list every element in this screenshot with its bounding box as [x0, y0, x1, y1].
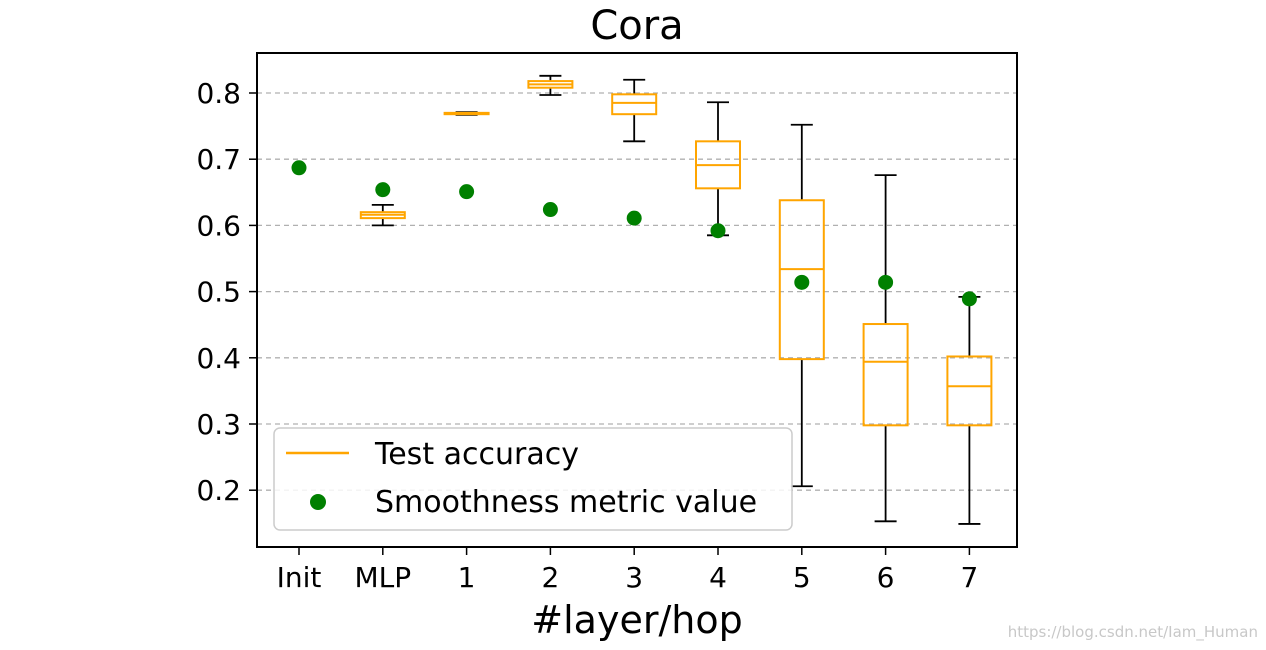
smoothness-point-MLP: [375, 182, 391, 198]
box-2: [527, 74, 574, 96]
y-tick-label: 0.6: [196, 209, 241, 242]
x-tick-label: 2: [541, 561, 559, 594]
y-tick-label: 0.7: [196, 143, 241, 176]
box-iqr: [862, 323, 909, 427]
box-5: [778, 123, 825, 488]
smoothness-point-2: [542, 202, 558, 218]
box-iqr: [611, 93, 658, 116]
x-axis-label: #layer/hop: [531, 598, 742, 642]
x-tick-label: 4: [709, 561, 727, 594]
box-6: [862, 174, 909, 523]
y-axis: 0.2 0.3 0.4 0.5 0.6 0.7 0.8: [196, 77, 257, 507]
y-tick-label: 0.3: [196, 408, 241, 441]
legend-box: [273, 427, 793, 531]
smoothness-point-4: [710, 223, 726, 239]
box-iqr: [946, 355, 993, 427]
smoothness-point-1: [459, 184, 475, 200]
x-tick-label: 5: [793, 561, 811, 594]
plot-frame: [256, 52, 1018, 548]
box-iqr: [778, 199, 825, 361]
box-7: [946, 295, 993, 525]
y-tick-label: 0.2: [196, 474, 241, 507]
chart-title: Cora: [590, 3, 683, 49]
legend-label-smoothness: Smoothness metric value: [375, 485, 757, 520]
y-tick-label: 0.5: [196, 276, 241, 309]
smoothness-point-5: [794, 274, 810, 290]
scatter-series: [291, 160, 977, 307]
x-tick-label: 7: [960, 561, 978, 594]
x-tick-label: 3: [625, 561, 643, 594]
smoothness-point-Init: [291, 160, 307, 176]
watermark: https://blog.csdn.net/Iam_Human: [1008, 623, 1258, 642]
x-tick-label: MLP: [354, 561, 411, 594]
legend-label-test-accuracy: Test accuracy: [374, 437, 579, 472]
smoothness-point-6: [878, 274, 894, 290]
x-axis: Init MLP 1 2 3 4 5 6 7: [277, 547, 978, 594]
y-tick-label: 0.8: [196, 77, 241, 110]
box-1: [443, 111, 490, 116]
box-4: [695, 101, 741, 237]
x-tick-label: Init: [277, 561, 322, 594]
legend-swatch-smoothness: [310, 494, 326, 510]
x-tick-label: 6: [877, 561, 895, 594]
legend: Test accuracy Smoothness metric value: [273, 427, 793, 531]
x-tick-label: 1: [458, 561, 476, 594]
box-3: [611, 78, 658, 143]
box-MLP: [359, 203, 406, 227]
box-series: [359, 74, 993, 525]
smoothness-point-7: [961, 291, 977, 307]
smoothness-point-3: [626, 210, 642, 226]
y-tick-label: 0.4: [196, 342, 241, 375]
